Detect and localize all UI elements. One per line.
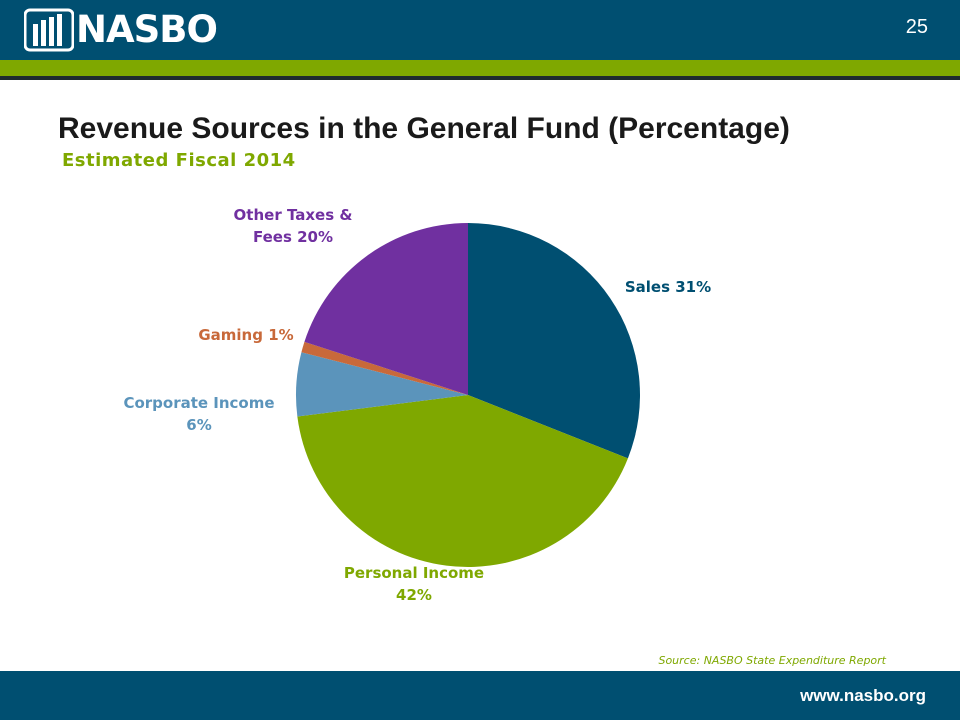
pie-slice-other-taxes-fees xyxy=(304,223,468,395)
source-note: Source: NASBO State Expenditure Report xyxy=(658,654,886,667)
pie-slice-gaming xyxy=(301,341,468,395)
logo-text: NASBO xyxy=(76,8,218,51)
pie-chart: Sales 31% Personal Income 42% Corporate Inc… xyxy=(123,206,711,604)
nasbo-logo: NASBO xyxy=(24,8,218,52)
pie-slice-personal-income xyxy=(297,395,628,568)
chart-subtitle: Estimated Fiscal 2014 xyxy=(62,150,296,171)
header-divider xyxy=(0,76,960,80)
pie-slice-sales xyxy=(468,223,640,459)
slice-label-other-taxes-fees: Other Taxes & Fees 20% xyxy=(234,206,353,246)
header-accent-bar xyxy=(0,60,960,76)
slice-label-gaming: Gaming 1% xyxy=(198,326,293,344)
slice-label-sales: Sales 31% xyxy=(625,278,711,296)
slice-label-personal-income: Personal Income 42% xyxy=(344,564,484,604)
pie-slice-corporate-income xyxy=(296,352,468,417)
header-bar xyxy=(0,0,960,60)
footer-url: www.nasbo.org xyxy=(800,686,926,705)
pie-labels: Sales 31% Personal Income 42% Corporate Inc… xyxy=(123,206,711,604)
pie-slices xyxy=(296,223,640,568)
building-columns-icon xyxy=(24,8,74,52)
footer-bar xyxy=(0,671,960,720)
page-number: 25 xyxy=(905,16,928,38)
chart-title: Revenue Sources in the General Fund (Per… xyxy=(58,112,790,145)
slice-label-corporate-income: Corporate Income 6% xyxy=(123,394,274,434)
